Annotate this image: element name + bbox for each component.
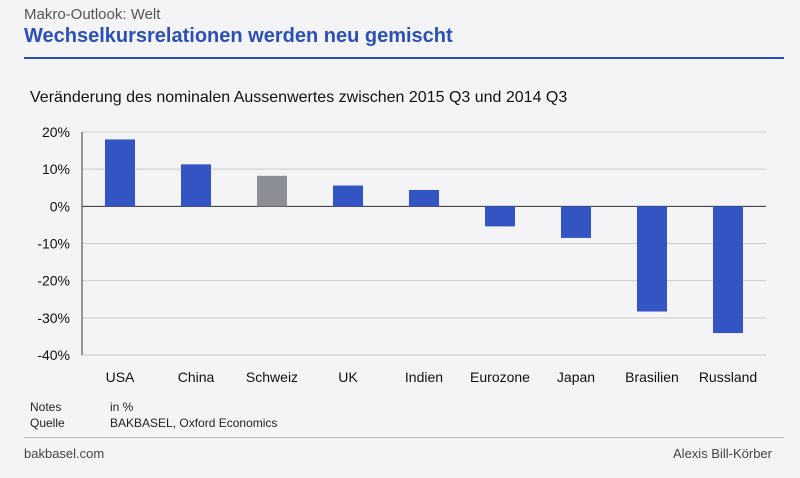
bar-indien	[409, 189, 439, 207]
bar-brasilien	[637, 206, 667, 312]
bar-chart: 20% 10% 0% -10% -20% -30% -40% USA China Schweiz U…	[37, 124, 766, 385]
bar-japan	[561, 206, 591, 238]
x-tick-label: China	[178, 369, 215, 385]
bar-china	[181, 164, 211, 207]
footer-website[interactable]: bakbasel.com	[24, 446, 105, 461]
x-tick-label: USA	[106, 369, 135, 385]
bar-eurozone	[485, 206, 515, 227]
y-tick-label: -10%	[37, 236, 70, 252]
x-tick-label: Japan	[557, 369, 595, 385]
x-tick-label: Indien	[405, 369, 443, 385]
x-tick-label: Eurozone	[470, 369, 530, 385]
y-tick-label: 20%	[42, 124, 70, 140]
headline: Wechselkursrelationen werden neu gemisch…	[24, 25, 453, 47]
x-tick-label: UK	[338, 369, 358, 385]
y-tick-label: 10%	[42, 161, 70, 177]
y-tick-label: -30%	[37, 310, 70, 326]
source-row: Quelle BAKBASEL, Oxford Economics	[30, 416, 277, 430]
notes-row: Notes in %	[30, 400, 133, 414]
bar-russland	[713, 206, 743, 334]
bar-schweiz	[257, 175, 287, 207]
kicker-label: Makro-Outlook: Welt	[24, 6, 161, 23]
x-tick-label: Schweiz	[246, 369, 298, 385]
chart-title: Veränderung des nominalen Aussenwertes z…	[30, 89, 568, 106]
footer-author: Alexis Bill-Körber	[673, 446, 772, 461]
source-key: Quelle	[30, 416, 65, 430]
source-value: BAKBASEL, Oxford Economics	[110, 416, 278, 430]
bar-usa	[105, 139, 135, 207]
notes-value: in %	[110, 400, 134, 414]
bar-uk	[333, 185, 363, 207]
y-tick-label: 0%	[50, 198, 70, 214]
header-rule	[24, 57, 784, 59]
y-tick-label: -20%	[37, 273, 70, 289]
notes-key: Notes	[30, 400, 62, 414]
x-tick-label: Russland	[699, 369, 757, 385]
footer-rule	[24, 437, 784, 438]
y-tick-label: -40%	[37, 347, 70, 363]
x-tick-label: Brasilien	[625, 369, 679, 385]
